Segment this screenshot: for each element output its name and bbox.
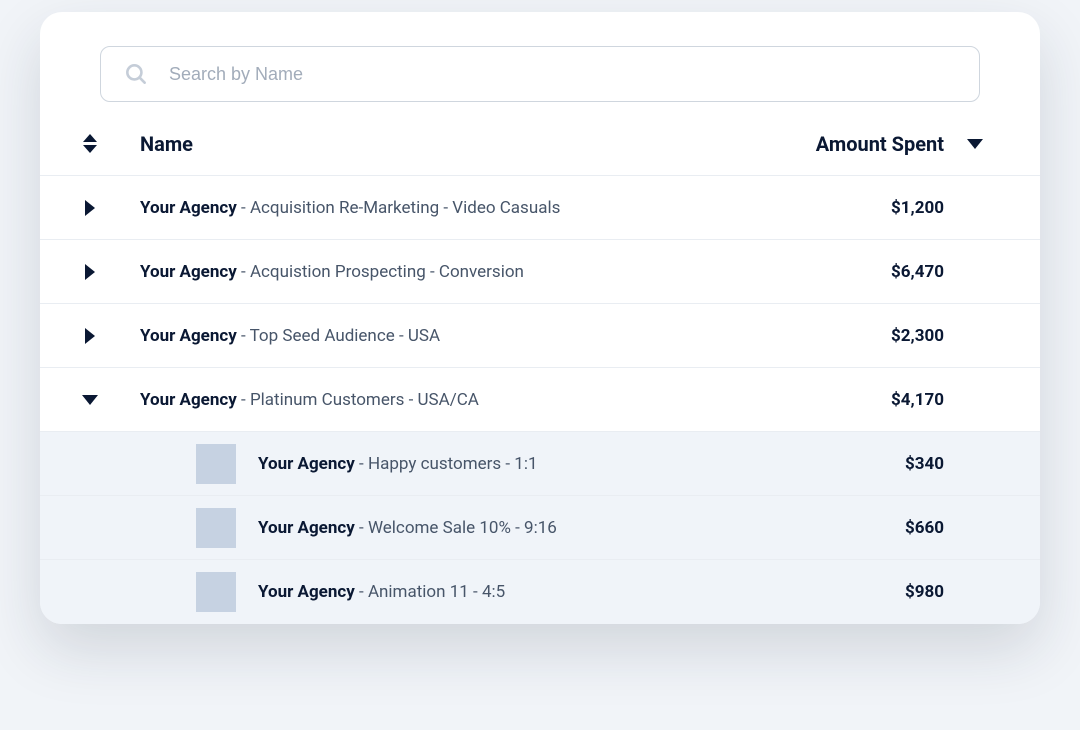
table-subrow[interactable]: Your Agency - Animation 11 - 4:5$980 bbox=[40, 560, 1040, 624]
subrow-name: Your Agency - Happy customers - 1:1 bbox=[230, 454, 750, 474]
subrow-name-prefix: Your Agency bbox=[258, 518, 355, 538]
subrow-name-suffix: - Welcome Sale 10% - 9:16 bbox=[355, 518, 557, 538]
subrow-name-prefix: Your Agency bbox=[258, 454, 355, 474]
row-name-suffix: - Acquisition Re-Marketing - Video Casua… bbox=[237, 198, 561, 218]
subrow-amount: $660 bbox=[750, 518, 950, 538]
search-bar-container bbox=[40, 12, 1040, 112]
subrow-name: Your Agency - Welcome Sale 10% - 9:16 bbox=[230, 518, 750, 538]
row-name: Your Agency - Acquistion Prospecting - C… bbox=[140, 262, 750, 282]
row-name-prefix: Your Agency bbox=[140, 262, 237, 282]
caret-right-icon bbox=[85, 200, 95, 216]
subrows: Your Agency - Happy customers - 1:1$340Y… bbox=[40, 432, 1040, 624]
sort-toggle[interactable] bbox=[40, 134, 140, 153]
row-name-suffix: - Platinum Customers - USA/CA bbox=[237, 390, 479, 410]
row-name-suffix: - Acquistion Prospecting - Conversion bbox=[237, 262, 524, 282]
table-subrow[interactable]: Your Agency - Happy customers - 1:1$340 bbox=[40, 432, 1040, 496]
search-icon bbox=[123, 61, 149, 87]
subrow-amount: $340 bbox=[750, 454, 950, 474]
expand-toggle[interactable] bbox=[40, 328, 140, 344]
table-row[interactable]: Your Agency - Acquisition Re-Marketing -… bbox=[40, 176, 1040, 240]
subrow-name-suffix: - Animation 11 - 4:5 bbox=[355, 582, 505, 602]
row-name-prefix: Your Agency bbox=[140, 198, 237, 218]
subrow-amount: $980 bbox=[750, 582, 950, 602]
caret-right-icon bbox=[85, 264, 95, 280]
caret-down-icon bbox=[967, 139, 983, 149]
subrow-name-suffix: - Happy customers - 1:1 bbox=[355, 454, 538, 474]
search-bar[interactable] bbox=[100, 46, 980, 102]
column-header-name[interactable]: Name bbox=[140, 132, 750, 156]
thumbnail-cell bbox=[40, 572, 230, 612]
subrow-name-prefix: Your Agency bbox=[258, 582, 355, 602]
row-amount: $4,170 bbox=[750, 390, 950, 410]
expand-toggle[interactable] bbox=[40, 264, 140, 280]
row-name-prefix: Your Agency bbox=[140, 326, 237, 346]
table-row[interactable]: Your Agency - Top Seed Audience - USA$2,… bbox=[40, 304, 1040, 368]
column-header-amount[interactable]: Amount Spent bbox=[750, 132, 950, 156]
row-amount: $6,470 bbox=[750, 262, 950, 282]
expand-toggle[interactable] bbox=[40, 200, 140, 216]
table-row[interactable]: Your Agency - Platinum Customers - USA/C… bbox=[40, 368, 1040, 432]
table-header: Name Amount Spent bbox=[40, 112, 1040, 176]
thumbnail-cell bbox=[40, 444, 230, 484]
row-name-prefix: Your Agency bbox=[140, 390, 237, 410]
row-amount: $1,200 bbox=[750, 198, 950, 218]
row-name: Your Agency - Platinum Customers - USA/C… bbox=[140, 390, 750, 410]
sort-icon bbox=[83, 134, 97, 153]
row-amount: $2,300 bbox=[750, 326, 950, 346]
row-name: Your Agency - Top Seed Audience - USA bbox=[140, 326, 750, 346]
table-body: Your Agency - Acquisition Re-Marketing -… bbox=[40, 176, 1040, 624]
caret-down-icon bbox=[82, 395, 98, 405]
sort-amount-desc[interactable] bbox=[950, 139, 1000, 149]
thumbnail-cell bbox=[40, 508, 230, 548]
row-name: Your Agency - Acquisition Re-Marketing -… bbox=[140, 198, 750, 218]
campaigns-card: Name Amount Spent Your Agency - Acquisit… bbox=[40, 12, 1040, 624]
table-row[interactable]: Your Agency - Acquistion Prospecting - C… bbox=[40, 240, 1040, 304]
search-input[interactable] bbox=[169, 64, 957, 85]
expand-toggle[interactable] bbox=[40, 395, 140, 405]
row-name-suffix: - Top Seed Audience - USA bbox=[237, 326, 440, 346]
caret-right-icon bbox=[85, 328, 95, 344]
table-subrow[interactable]: Your Agency - Welcome Sale 10% - 9:16$66… bbox=[40, 496, 1040, 560]
subrow-name: Your Agency - Animation 11 - 4:5 bbox=[230, 582, 750, 602]
